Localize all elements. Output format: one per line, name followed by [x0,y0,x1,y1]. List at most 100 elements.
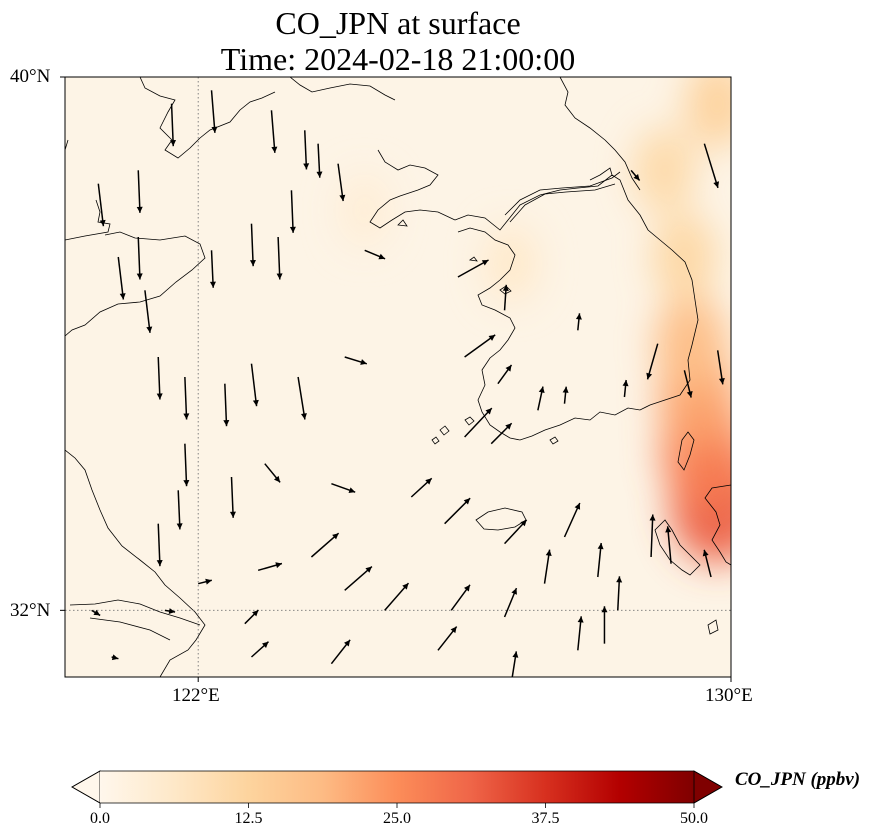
wind-arrow [616,576,623,611]
wind-arrow [364,249,386,260]
wind-arrow [563,502,581,538]
gridlines [65,77,731,677]
wind-arrow [250,363,259,407]
concentration-hotspot [339,173,390,248]
wind-arrow [702,549,712,578]
wind-arrow [464,334,496,358]
wind-arrow [457,259,489,278]
wind-arrow [223,383,230,427]
concentration-hotspot [654,295,728,393]
colorbar-extend-low [71,770,101,804]
wind-arrow [229,476,236,518]
wind-arrow [344,565,373,591]
wind-arrow [703,143,720,189]
wind-arrow [504,519,528,545]
border-rivers [504,171,621,223]
concentration-hotspot [652,213,716,301]
wind-arrow [537,386,545,411]
wind-arrow [577,616,584,651]
wind-arrow [490,422,513,445]
wind-arrow [511,651,519,677]
wind-arrow [597,542,604,578]
wind-arrow [249,223,256,267]
wind-arrow [646,343,659,380]
lon-label-122: 122°E [172,685,220,706]
wind-arrow [601,606,608,644]
wind-arrow [198,578,212,585]
wind-arrow [183,376,190,420]
colorbar-bar [100,771,694,803]
wind-arrow [244,609,259,625]
wind-arrow [209,250,216,288]
wind-arrow [331,482,356,493]
wind-arrow [250,641,269,658]
concentration-hotspot [633,127,696,214]
wind-arrow [437,626,458,651]
wind-arrow [156,356,163,400]
colorbar-tick-label: 25.0 [383,810,411,827]
map-background [65,77,731,677]
lat-label-32: 32°N [10,600,51,621]
wind-arrow [384,582,410,611]
wind-arrow [337,163,346,202]
lat-label-40: 40°N [10,66,51,87]
colorbar-tick-label: 0.0 [90,810,110,827]
coastlines [65,77,731,677]
wind-arrow [183,443,190,487]
wind-arrow [156,523,163,567]
wind-arrow [683,370,693,398]
wind-arrow [257,562,283,572]
wind-arrow [210,90,218,133]
concentration-field [339,77,731,564]
concentration-hotspot [484,224,539,303]
map-subtitle-time: Time: 2024-02-18 21:00:00 [220,41,576,77]
wind-arrow [297,376,307,420]
wind-arrow [144,290,153,333]
colorbar-label: CO_JPN (ppbv) [735,769,861,790]
wind-arrow [575,313,582,331]
wind-arrow [270,110,278,153]
lon-label-130: 130°E [705,685,753,706]
wind-arrow [630,169,641,182]
wind-arrow [622,379,629,398]
wind-arrow [164,608,176,615]
wind-arrow [289,190,296,233]
wind-arrow [97,183,106,227]
wind-arrow [176,490,183,530]
colorbar-tick-label: 12.5 [234,810,263,827]
coastline-liaodong [139,77,456,229]
wind-arrow [330,639,351,665]
wind-arrow [543,549,552,584]
wind-arrow [310,532,340,558]
wind-arrow [136,236,143,280]
islands [397,219,559,445]
wind-arrow [344,356,368,365]
colorbar-tick-marks [99,803,695,808]
wind-arrow [497,364,513,385]
wind-arrow [170,103,177,147]
wind-arrow [502,284,509,311]
wind-arrow [464,407,493,438]
colorbar-extend-high [693,770,723,804]
wind-arrow [117,256,126,300]
wind-arrow [136,170,143,213]
wind-arrow [410,477,433,498]
wind-arrow [649,514,656,558]
coastline-japan [654,431,731,635]
wind-arrow [562,386,569,404]
wind-arrow [503,587,518,618]
wind-arrow [444,497,471,525]
axis-ticks [60,76,732,682]
wind-arrow [716,350,725,385]
concentration-hotspot [685,77,731,149]
wind-arrow [276,236,283,280]
wind-vectors [91,90,725,677]
wind-arrow [264,463,281,483]
colorbar-tick-label: 50.0 [680,810,708,827]
wind-arrow [303,130,310,170]
colorbar-tick-label: 37.5 [531,810,560,827]
wind-arrow [450,584,471,611]
wind-arrow [91,609,101,617]
colorbar [71,770,723,808]
